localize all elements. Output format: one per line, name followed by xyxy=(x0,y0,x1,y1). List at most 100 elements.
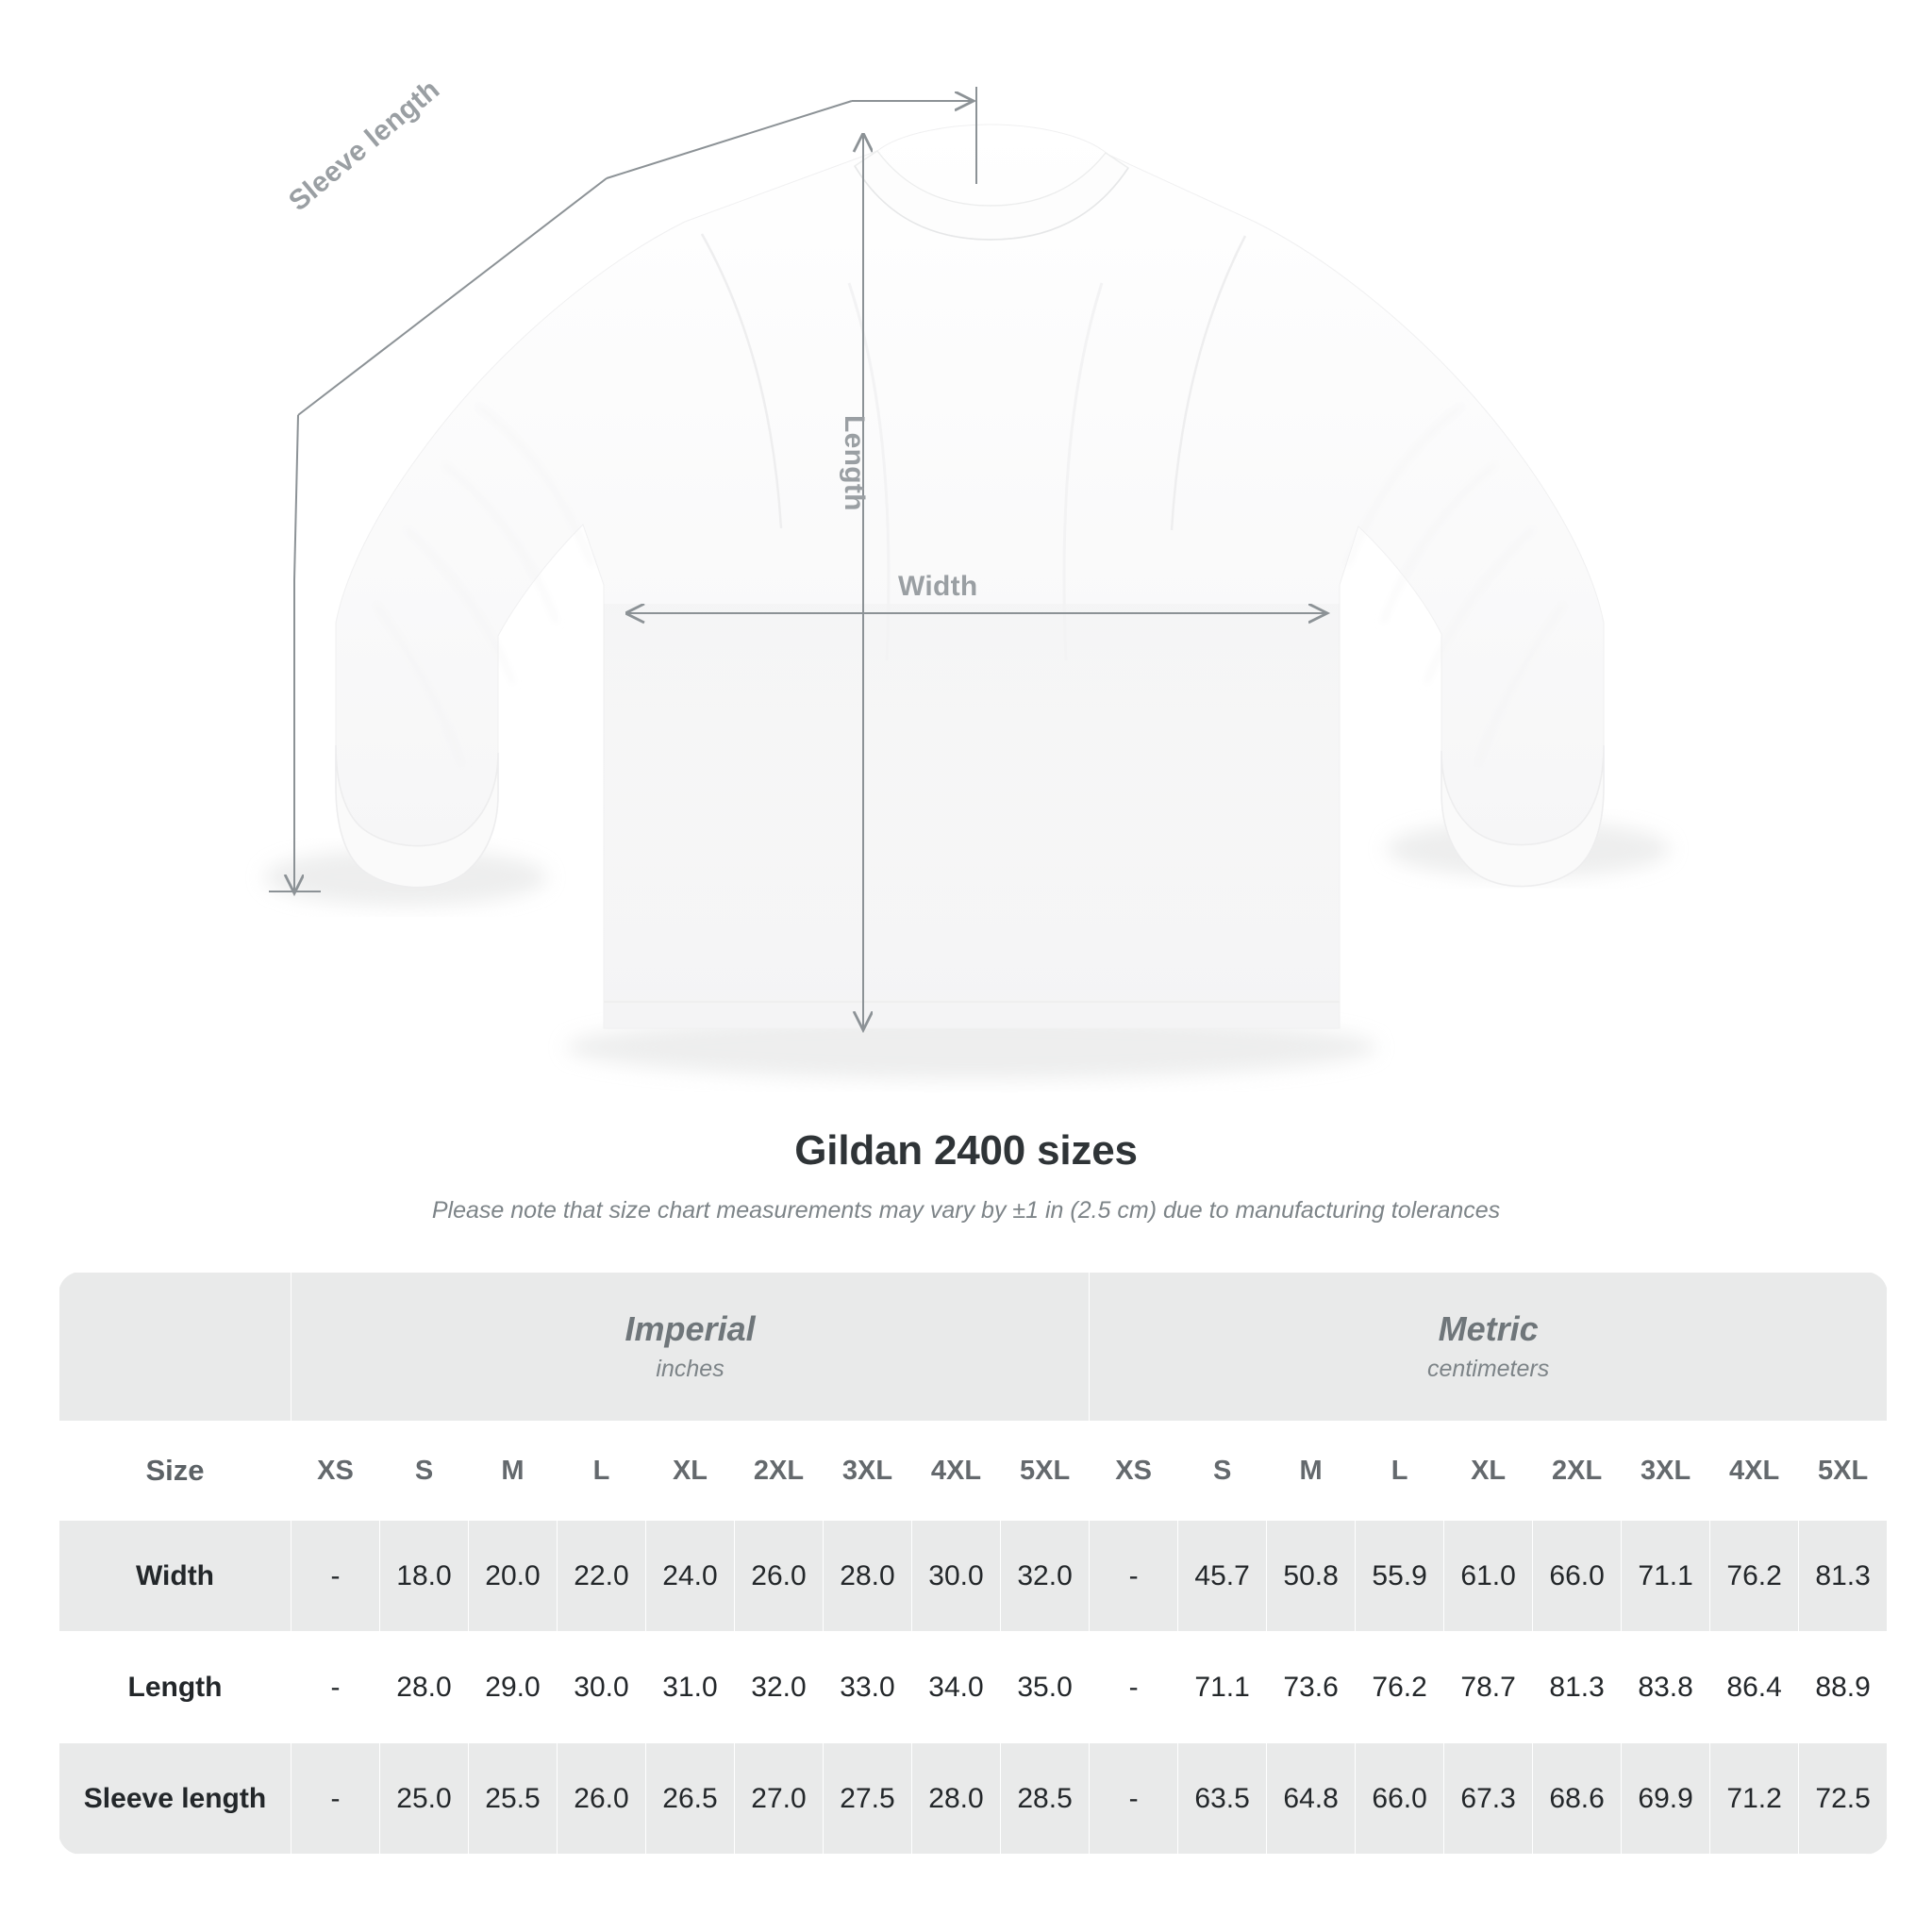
cell-metric-length-4xl: 86.4 xyxy=(1709,1631,1800,1743)
cell-imperial-width-5xl: 32.0 xyxy=(999,1520,1091,1632)
cell-metric-sleeve-length-m: 64.8 xyxy=(1266,1742,1357,1855)
size-header-cell-metric-xl: XL xyxy=(1443,1421,1534,1521)
cell-imperial-length-3xl: 33.0 xyxy=(823,1631,912,1743)
cell-metric-sleeve-length-5xl: 72.5 xyxy=(1798,1742,1889,1855)
size-header-cell-metric-2xl: 2XL xyxy=(1532,1421,1623,1521)
garment-shadow xyxy=(264,821,1670,1079)
cell-imperial-length-xs: - xyxy=(291,1631,380,1743)
cell-imperial-sleeve-length-4xl: 28.0 xyxy=(911,1742,1001,1855)
cell-imperial-width-s: 18.0 xyxy=(379,1520,469,1632)
cell-imperial-length-s: 28.0 xyxy=(379,1631,469,1743)
cell-metric-length-l: 76.2 xyxy=(1355,1631,1445,1743)
cell-metric-sleeve-length-3xl: 69.9 xyxy=(1621,1742,1711,1855)
size-header-cell-metric-l: L xyxy=(1355,1421,1445,1521)
cell-metric-width-m: 50.8 xyxy=(1266,1520,1357,1632)
unit-row-spacer xyxy=(58,1272,291,1422)
sleeve-diagonal-upper xyxy=(606,100,853,179)
cell-imperial-sleeve-length-l: 26.0 xyxy=(557,1742,646,1855)
cell-metric-width-2xl: 66.0 xyxy=(1532,1520,1623,1632)
unit-name: Metric xyxy=(1438,1309,1539,1349)
cell-imperial-width-3xl: 28.0 xyxy=(823,1520,912,1632)
cell-metric-sleeve-length-xs: - xyxy=(1089,1742,1179,1855)
size-header-cell-metric-3xl: 3XL xyxy=(1621,1421,1711,1521)
chart-heading: Gildan 2400 sizes Please note that size … xyxy=(0,1127,1932,1224)
unit-header-imperial: Imperial inches xyxy=(290,1272,1091,1422)
cell-imperial-length-5xl: 35.0 xyxy=(999,1631,1091,1743)
size-header-cell-metric-4xl: 4XL xyxy=(1709,1421,1800,1521)
cell-imperial-sleeve-length-3xl: 27.5 xyxy=(823,1742,912,1855)
table-row: Sleeve length -25.0 25.5 26.0 26.5 27.0 27.5 28… xyxy=(58,1742,1889,1855)
size-header-label: Size xyxy=(58,1421,291,1521)
cell-imperial-length-4xl: 34.0 xyxy=(911,1631,1001,1743)
size-header-cell-metric-s: S xyxy=(1177,1421,1268,1521)
cell-imperial-length-m: 29.0 xyxy=(468,1631,558,1743)
cell-imperial-length-2xl: 32.0 xyxy=(734,1631,824,1743)
length-label: Length xyxy=(839,415,870,511)
cell-metric-length-s: 71.1 xyxy=(1177,1631,1268,1743)
cell-imperial-sleeve-length-m: 25.5 xyxy=(468,1742,558,1855)
cell-imperial-length-xl: 31.0 xyxy=(645,1631,735,1743)
size-header-cell-imperial-s: S xyxy=(379,1421,469,1521)
unit-name: Imperial xyxy=(625,1309,756,1349)
unit-header-metric: Metric centimeters xyxy=(1089,1272,1889,1422)
cell-metric-length-5xl: 88.9 xyxy=(1798,1631,1889,1743)
size-header-cell-imperial-m: M xyxy=(468,1421,558,1521)
size-header-cell-imperial-4xl: 4XL xyxy=(911,1421,1001,1521)
cell-metric-width-xs: - xyxy=(1089,1520,1179,1632)
cell-imperial-sleeve-length-2xl: 27.0 xyxy=(734,1742,824,1855)
garment-body xyxy=(335,124,1605,1029)
measurement-lines xyxy=(269,87,1325,1028)
cell-metric-sleeve-length-xl: 67.3 xyxy=(1443,1742,1534,1855)
row-header-sleeve-length: Sleeve length xyxy=(58,1742,291,1855)
cell-imperial-sleeve-length-s: 25.0 xyxy=(379,1742,469,1855)
size-table-wrapper: Imperial inches Metric centimeters Size XS S M L… xyxy=(58,1272,1889,1855)
size-header-cell-metric-5xl: 5XL xyxy=(1798,1421,1889,1521)
size-header-cell-imperial-5xl: 5XL xyxy=(999,1421,1091,1521)
unit-header-row: Imperial inches Metric centimeters xyxy=(58,1272,1889,1422)
size-header-cell-imperial-3xl: 3XL xyxy=(823,1421,912,1521)
size-header-cell-metric-m: M xyxy=(1266,1421,1357,1521)
cell-metric-width-s: 45.7 xyxy=(1177,1520,1268,1632)
sleeve-diagonal-lower xyxy=(293,414,299,581)
cell-metric-length-m: 73.6 xyxy=(1266,1631,1357,1743)
tolerance-note: Please note that size chart measurements… xyxy=(431,1197,1501,1224)
cell-metric-width-xl: 61.0 xyxy=(1443,1520,1534,1632)
garment-illustration xyxy=(264,87,1670,1079)
cell-metric-sleeve-length-4xl: 71.2 xyxy=(1709,1742,1800,1855)
cell-metric-width-4xl: 76.2 xyxy=(1709,1520,1800,1632)
width-label: Width xyxy=(898,571,978,602)
sleeve-diagonal-mid xyxy=(297,177,608,416)
cell-metric-length-xl: 78.7 xyxy=(1443,1631,1534,1743)
unit-subtitle: centimeters xyxy=(1427,1355,1550,1382)
row-header-length: Length xyxy=(58,1631,291,1743)
size-table: Imperial inches Metric centimeters Size XS S M L… xyxy=(58,1272,1889,1855)
cell-imperial-width-2xl: 26.0 xyxy=(734,1520,824,1632)
cell-metric-width-l: 55.9 xyxy=(1355,1520,1445,1632)
size-header-cell-imperial-xl: XL xyxy=(645,1421,735,1521)
cell-metric-sleeve-length-2xl: 68.6 xyxy=(1532,1742,1623,1855)
cell-imperial-width-m: 20.0 xyxy=(468,1520,558,1632)
cell-metric-width-3xl: 71.1 xyxy=(1621,1520,1711,1632)
cell-metric-width-5xl: 81.3 xyxy=(1798,1520,1889,1632)
cell-imperial-width-xl: 24.0 xyxy=(645,1520,735,1632)
row-header-width: Width xyxy=(58,1520,291,1632)
cell-imperial-width-l: 22.0 xyxy=(557,1520,646,1632)
table-row: Length -28.0 29.0 30.0 31.0 32.0 33.0 34.0 35.0-… xyxy=(58,1631,1889,1743)
garment-diagram: Sleeve length Length Width xyxy=(264,74,1670,1079)
size-header-row: Size XS S M L XL 2XL 3XL 4XL 5XL XS S M L XL 2XL 3XL 4XL 5… xyxy=(58,1421,1889,1521)
size-header-cell-imperial-xs: XS xyxy=(291,1421,380,1521)
cell-imperial-width-xs: - xyxy=(291,1520,380,1632)
table-row: Width -18.0 20.0 22.0 24.0 26.0 28.0 30.0 32.0-4… xyxy=(58,1520,1889,1632)
cell-metric-length-3xl: 83.8 xyxy=(1621,1631,1711,1743)
cell-imperial-width-4xl: 30.0 xyxy=(911,1520,1001,1632)
cell-metric-sleeve-length-s: 63.5 xyxy=(1177,1742,1268,1855)
size-header-cell-metric-xs: XS xyxy=(1089,1421,1179,1521)
unit-subtitle: inches xyxy=(656,1355,724,1382)
cell-imperial-length-l: 30.0 xyxy=(557,1631,646,1743)
size-header-cell-imperial-l: L xyxy=(557,1421,646,1521)
cell-metric-length-2xl: 81.3 xyxy=(1532,1631,1623,1743)
cell-imperial-sleeve-length-5xl: 28.5 xyxy=(999,1742,1091,1855)
cell-imperial-sleeve-length-xs: - xyxy=(291,1742,380,1855)
cell-metric-sleeve-length-l: 66.0 xyxy=(1355,1742,1445,1855)
